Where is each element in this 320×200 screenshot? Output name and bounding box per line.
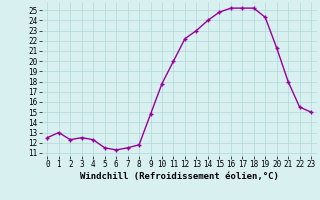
- X-axis label: Windchill (Refroidissement éolien,°C): Windchill (Refroidissement éolien,°C): [80, 172, 279, 181]
